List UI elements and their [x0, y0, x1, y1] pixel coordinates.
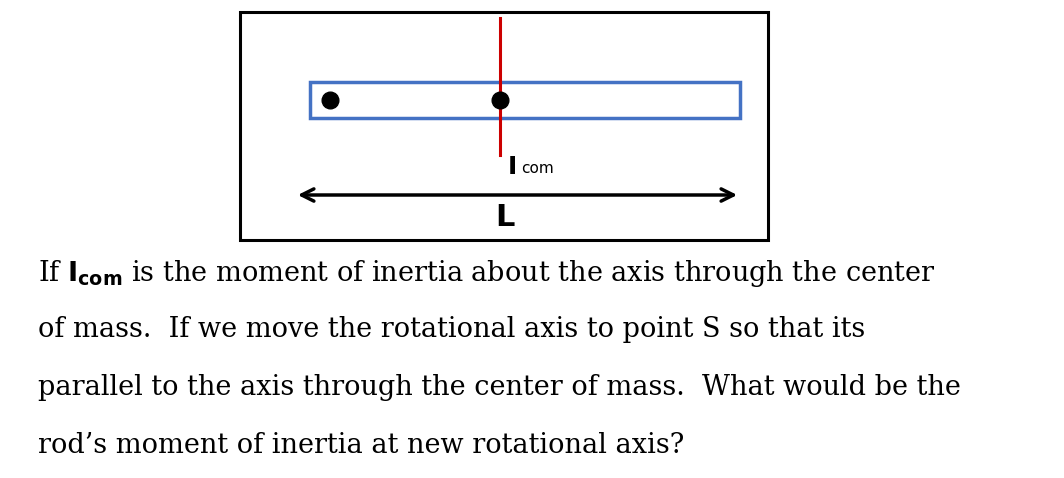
Text: rod’s moment of inertia at new rotational axis?: rod’s moment of inertia at new rotationa… — [38, 432, 684, 459]
Text: $\mathbf{I}$: $\mathbf{I}$ — [508, 155, 516, 179]
Text: L: L — [496, 204, 515, 232]
Bar — [240, 12, 768, 240]
Text: of mass.  If we move the rotational axis to point S so that its: of mass. If we move the rotational axis … — [38, 316, 865, 343]
Text: com: com — [521, 161, 553, 176]
Text: If $\mathbf{I}_{\mathbf{com}}$ is the moment of inertia about the axis through t: If $\mathbf{I}_{\mathbf{com}}$ is the mo… — [38, 258, 935, 289]
Bar — [310, 82, 739, 118]
Text: parallel to the axis through the center of mass.  What would be the: parallel to the axis through the center … — [38, 374, 961, 401]
